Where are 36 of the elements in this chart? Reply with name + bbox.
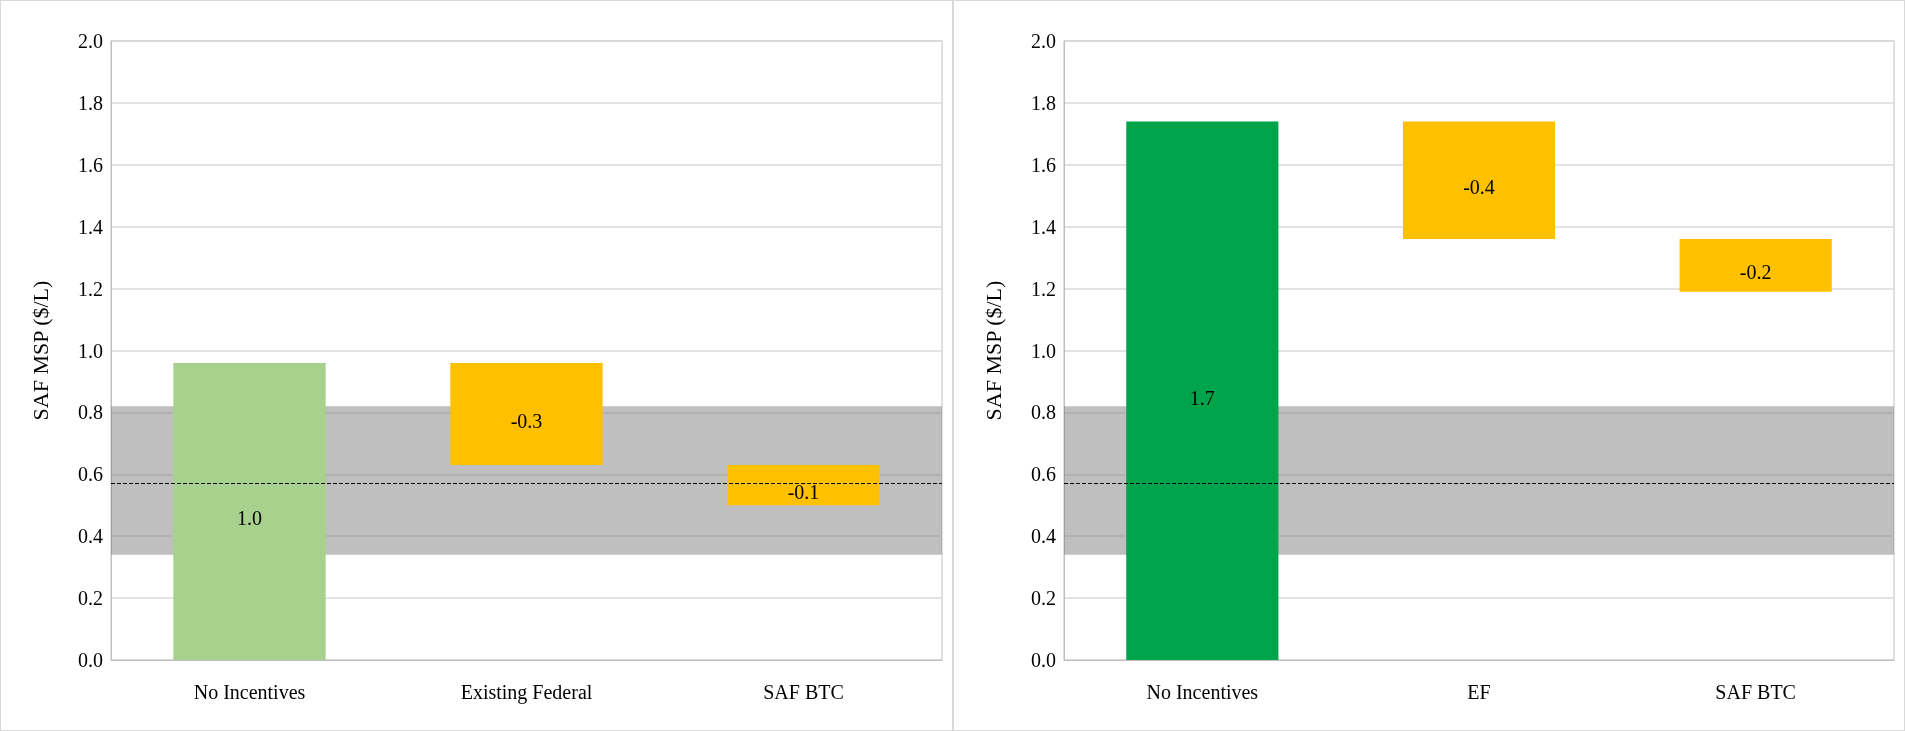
x-tick-label: No Incentives	[1146, 681, 1259, 703]
y-tick-label: 0.8	[1031, 401, 1056, 424]
y-tick-label: 1.0	[78, 339, 103, 362]
data-label: -0.1	[787, 481, 820, 504]
y-tick-label: 2.0	[1031, 30, 1056, 52]
x-tick-label: EF	[1467, 681, 1491, 703]
data-label: -0.4	[1463, 176, 1495, 199]
y-tick-label: 0.6	[78, 463, 103, 486]
y-tick-label: 0.0	[1031, 649, 1056, 671]
x-tick-label: Existing Federal	[460, 681, 593, 704]
y-tick-label: 0.8	[78, 401, 103, 424]
x-tick-label: SAF BTC	[763, 681, 844, 703]
y-tick-label: 1.4	[78, 215, 103, 238]
y-tick-label: 0.2	[78, 587, 103, 610]
y-tick-label: 0.0	[78, 649, 103, 671]
x-tick-label: SAF BTC	[1715, 681, 1796, 703]
y-tick-label: 1.4	[1031, 215, 1056, 238]
y-tick-label: 1.0	[1031, 339, 1056, 362]
y-tick-label: 1.6	[1031, 153, 1056, 176]
data-label: 1.7	[1189, 386, 1215, 409]
data-label: -0.3	[510, 409, 543, 432]
y-tick-label: 2.0	[78, 30, 103, 52]
y-axis-title: SAF MSP ($/L)	[980, 280, 1006, 421]
y-tick-label: 1.2	[1031, 277, 1056, 300]
x-tick-label: No Incentives	[193, 681, 306, 703]
y-tick-label: 0.6	[1031, 463, 1056, 486]
y-tick-label: 1.8	[78, 91, 103, 114]
y-tick-label: 0.4	[78, 525, 103, 548]
y-tick-label: 0.2	[1031, 587, 1056, 610]
y-axis-title: SAF MSP ($/L)	[27, 280, 53, 421]
data-label: -0.2	[1739, 261, 1772, 284]
y-tick-label: 1.6	[78, 153, 103, 176]
y-tick-label: 1.2	[78, 277, 103, 300]
y-tick-label: 0.4	[1031, 525, 1056, 548]
data-label: 1.0	[237, 507, 262, 530]
y-tick-label: 1.8	[1031, 91, 1056, 114]
